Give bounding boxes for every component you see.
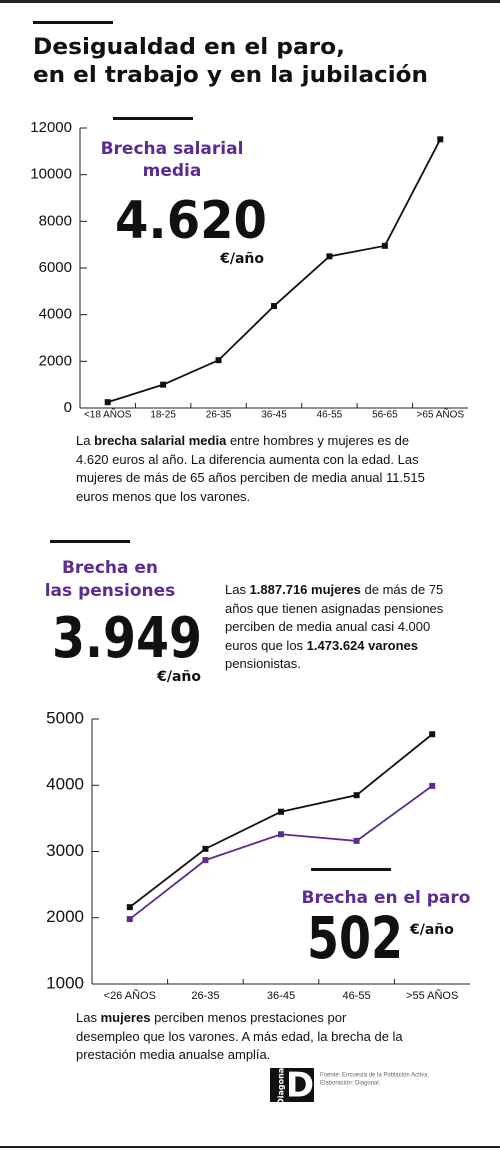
note: Las 1.887.716 mujeres de más de 75 años … (225, 581, 465, 674)
point (160, 381, 167, 388)
annotation-title: Brecha salarial (101, 139, 244, 159)
x-tick-label: 46-55 (317, 410, 343, 421)
note-text: de más de 75 años que tienen asignadas p… (225, 582, 444, 653)
point (271, 303, 277, 310)
annotation-bar (311, 868, 391, 871)
logo-letter: D (286, 1066, 314, 1106)
point (104, 399, 111, 406)
point (202, 845, 209, 852)
note-text: perciben menos prestaciones por desemple… (76, 1010, 403, 1062)
point (429, 782, 436, 789)
point (215, 357, 222, 364)
annotation-title: las pensiones (45, 581, 176, 601)
point (429, 731, 436, 738)
y-tick-label: 5000 (46, 708, 84, 727)
top-border (0, 0, 500, 3)
x-tick-label: 36-45 (261, 410, 287, 421)
source: Fuente: Encuesta de la Población Activa. (320, 1073, 429, 1079)
x-tick-label: <18 AÑOS (84, 408, 132, 421)
title-bar (33, 21, 113, 24)
point (126, 904, 133, 911)
x-tick-label: 56-65 (372, 410, 398, 421)
point (353, 837, 360, 844)
y-tick-label: 0 (64, 399, 72, 416)
note-bold: mujeres (100, 1010, 151, 1025)
y-tick-label: 2000 (46, 907, 84, 926)
y-tick-label: 1000 (46, 973, 84, 992)
note-bold: brecha salarial media (94, 433, 227, 448)
logo-box (270, 1068, 314, 1102)
note: Las mujeres perciben menos prestaciones … (76, 1009, 406, 1065)
point (381, 242, 388, 249)
annotation-value: 502 (307, 904, 403, 972)
y-tick-label: 6000 (39, 259, 72, 276)
x-tick-label: 46-55 (343, 990, 371, 1002)
point (353, 792, 360, 799)
annotation-unit: €/año (219, 251, 264, 267)
annotation-title: media (143, 161, 202, 181)
note-text: entre hombres y mujeres es de 4.620 euro… (76, 433, 425, 504)
source: Elaboración: Diagonal. (320, 1081, 381, 1087)
point (437, 136, 444, 143)
note: La brecha salarial media entre hombres y… (76, 432, 426, 506)
annotation-title: Brecha en el paro (302, 888, 471, 908)
bottom-border (0, 1146, 500, 1148)
note-bold: 1.473.624 varones (306, 637, 418, 653)
y-tick-label: 3000 (46, 841, 84, 860)
annotation-bar (113, 117, 193, 120)
annotation-bar (50, 540, 130, 543)
y-tick-label: 8000 (39, 212, 72, 229)
x-tick-label: >65 AÑOS (417, 408, 465, 421)
annotation-title: Brecha en (62, 558, 158, 578)
x-tick-label: 18-25 (150, 410, 176, 421)
point (278, 808, 284, 815)
annotation-unit: €/año (156, 669, 201, 685)
annotation-value: 4.620 (115, 191, 267, 251)
point (326, 253, 333, 260)
y-tick-label: 4000 (46, 775, 84, 794)
annotation-unit: €/año (409, 922, 454, 938)
title-line: en el trabajo y en la jubilación (33, 63, 428, 88)
y-tick-label: 2000 (39, 352, 72, 369)
x-tick-label: 36-45 (267, 990, 295, 1002)
note-text: La (76, 433, 95, 448)
x-tick-label: 26-35 (206, 410, 232, 421)
x-tick-label: 26-35 (191, 990, 219, 1002)
x-tick-label: >55 AÑOS (406, 989, 458, 1002)
x-tick-label: <26 AÑOS (104, 989, 156, 1002)
point (278, 831, 284, 838)
series-line (129, 733, 433, 908)
point (126, 916, 133, 923)
y-tick-label: 12000 (30, 119, 72, 136)
note-bold: 1.887.716 mujeres (249, 582, 361, 597)
note-text: Las (225, 582, 250, 597)
point (202, 857, 209, 864)
note-text: Las (76, 1010, 101, 1025)
note-text: pensionistas. (225, 656, 301, 671)
title-line: Desigualdad en el paro, (33, 35, 345, 60)
annotation-value: 3.949 (52, 606, 202, 671)
y-tick-label: 4000 (39, 306, 72, 323)
logo-brand: Diagonal (277, 1065, 286, 1105)
y-tick-label: 10000 (30, 166, 72, 183)
